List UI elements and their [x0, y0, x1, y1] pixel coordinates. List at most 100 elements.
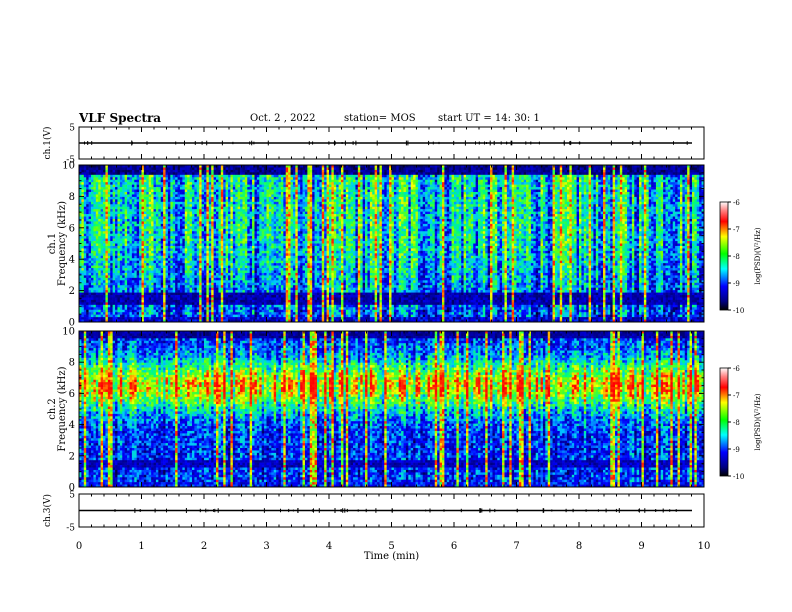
- spectrogram-cell: [84, 185, 87, 188]
- spectrogram-cell: [89, 307, 92, 310]
- spectrogram-cell: [84, 231, 87, 234]
- spectrogram-cell: [108, 246, 111, 249]
- spectrogram-cell: [96, 214, 99, 217]
- spectrogram-cell: [103, 217, 106, 220]
- spectrogram-cell: [103, 261, 106, 264]
- spectrogram-cell: [91, 217, 94, 220]
- spectrogram-cell: [91, 177, 94, 180]
- spectrogram-cell: [98, 288, 101, 291]
- spectrogram-cell: [86, 170, 89, 173]
- spectrogram-cell: [101, 214, 104, 217]
- spectrogram-cell: [98, 293, 101, 296]
- spectrogram-cell: [84, 268, 87, 271]
- spectrogram-cell: [117, 224, 120, 227]
- spectrogram-cell: [110, 187, 113, 190]
- spectrogram-cell: [93, 305, 96, 308]
- spectrogram-cell: [117, 170, 120, 173]
- spectrogram-cell: [91, 305, 94, 308]
- spectrogram-cell: [98, 180, 101, 183]
- spectrogram-cell: [113, 295, 116, 298]
- spectrogram-cell: [108, 295, 111, 298]
- spectrogram-cell: [93, 175, 96, 178]
- spectrogram-cell: [105, 300, 108, 303]
- spectrogram-cell: [110, 251, 113, 254]
- spectrogram-cell: [108, 199, 111, 202]
- spectrogram-cell: [86, 202, 89, 205]
- spectrogram-cell: [117, 288, 120, 291]
- spectrogram-cell: [93, 280, 96, 283]
- spectrogram-cell: [93, 214, 96, 217]
- spectrogram-cell: [96, 312, 99, 315]
- spectrogram-cell: [113, 167, 116, 170]
- spectrogram-cell: [117, 192, 120, 195]
- spectrogram-cell: [110, 300, 113, 303]
- spectrogram-cell: [101, 170, 104, 173]
- spectrogram-cell: [84, 302, 87, 305]
- spectrogram-cell: [115, 266, 118, 269]
- spectrogram-cell: [105, 280, 108, 283]
- spectrogram-cell: [81, 305, 84, 308]
- spectrogram-cell: [91, 239, 94, 242]
- spectrogram-cell: [98, 226, 101, 229]
- spectrogram-cell: [86, 270, 89, 273]
- spectrogram-cell: [101, 256, 104, 259]
- spectrogram-cell: [105, 253, 108, 256]
- spectrogram-cell: [81, 275, 84, 278]
- spectrogram-cell: [91, 170, 94, 173]
- spectrogram-cell: [84, 315, 87, 318]
- spectrogram-cell: [105, 261, 108, 264]
- spectrogram-cell: [105, 248, 108, 251]
- spectrogram-cell: [117, 185, 120, 188]
- spectrogram-cell: [101, 239, 104, 242]
- vlf-figure: 5-5ch.1(V)0246810ch.1 Frequency (kHz) -6-7…: [0, 0, 792, 612]
- spectrogram-cell: [101, 293, 104, 296]
- spectrogram-cell: [91, 261, 94, 264]
- spectrogram-cell: [93, 199, 96, 202]
- spectrogram-cell: [108, 275, 111, 278]
- spectrogram-cell: [110, 270, 113, 273]
- spectrogram-cell: [91, 307, 94, 310]
- spectrogram-cell: [108, 293, 111, 296]
- spectrogram-cell: [89, 263, 92, 266]
- spectrogram-cell: [105, 241, 108, 244]
- spectrogram-cell: [101, 229, 104, 232]
- spectrogram-cell: [84, 177, 87, 180]
- spectrogram-cell: [115, 258, 118, 261]
- spectrogram-cell: [108, 182, 111, 185]
- spectrogram-cell: [84, 202, 87, 205]
- spectrogram-cell: [84, 258, 87, 261]
- spectrogram-cell: [84, 295, 87, 298]
- spectrogram-cell: [98, 214, 101, 217]
- spectrogram-cell: [93, 231, 96, 234]
- spectrogram-cell: [113, 310, 116, 313]
- spectrogram-cell: [96, 209, 99, 212]
- spectrogram-cell: [103, 239, 106, 242]
- spectrogram-cell: [91, 229, 94, 232]
- spectrogram-cell: [86, 312, 89, 315]
- spectrogram-cell: [108, 190, 111, 193]
- spectrogram-cell: [103, 312, 106, 315]
- spectrogram-cell: [105, 190, 108, 193]
- spectrogram-cell: [110, 214, 113, 217]
- spectrogram-cell: [101, 207, 104, 210]
- spectrogram-cell: [103, 229, 106, 232]
- spectrogram-cell: [84, 219, 87, 222]
- spectrogram-cell: [96, 221, 99, 224]
- spectrogram-cell: [103, 273, 106, 276]
- spectrogram-cell: [110, 244, 113, 247]
- spectrogram-cell: [108, 207, 111, 210]
- spectrogram-cell: [101, 212, 104, 215]
- spectrogram-cell: [96, 256, 99, 259]
- spectrogram-cell: [117, 217, 120, 220]
- spectrogram-cell: [98, 209, 101, 212]
- spectrogram-cell: [98, 275, 101, 278]
- spectrogram-cell: [89, 253, 92, 256]
- spectrogram-cell: [101, 270, 104, 273]
- spectrogram-cell: [110, 204, 113, 207]
- spectrogram-cell: [86, 315, 89, 318]
- spectrogram-cell: [103, 253, 106, 256]
- spectrogram-cell: [93, 290, 96, 293]
- spectrogram-cell: [81, 302, 84, 305]
- spectrogram-cell: [108, 231, 111, 234]
- spectrogram-cell: [115, 214, 118, 217]
